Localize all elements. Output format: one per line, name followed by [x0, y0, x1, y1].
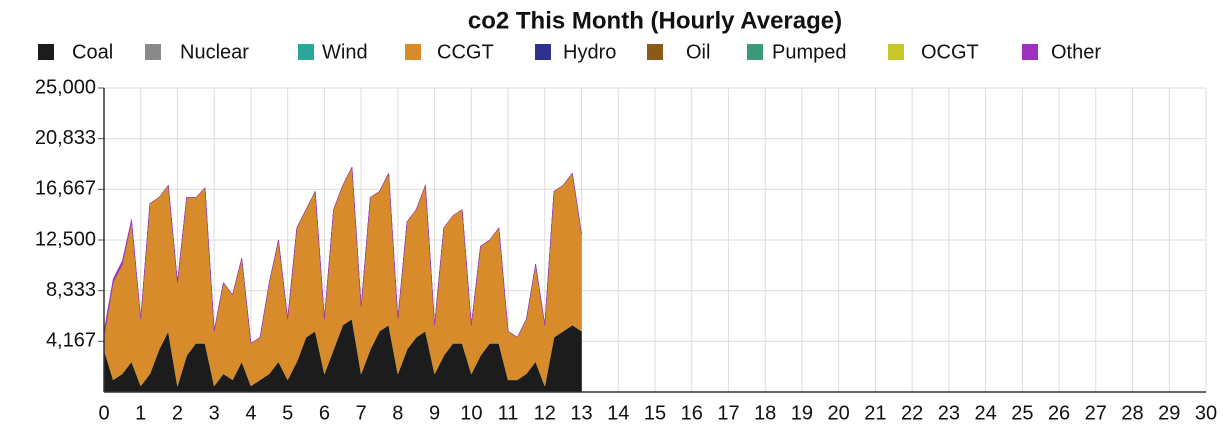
y-tick-label: 12,500 — [35, 228, 96, 250]
x-tick-label: 16 — [681, 402, 703, 424]
legend-swatch — [747, 44, 763, 60]
x-tick-label: 24 — [974, 402, 996, 424]
x-tick-label: 27 — [1085, 402, 1107, 424]
x-tick-label: 13 — [570, 402, 592, 424]
x-tick-label: 30 — [1195, 402, 1217, 424]
legend-swatch — [647, 44, 663, 60]
legend-label: Nuclear — [180, 41, 249, 63]
legend-swatch — [888, 44, 904, 60]
x-tick-label: 20 — [828, 402, 850, 424]
x-tick-label: 15 — [644, 402, 666, 424]
x-tick-label: 11 — [498, 402, 519, 424]
x-tick-label: 14 — [607, 402, 629, 424]
x-tick-label: 6 — [319, 402, 330, 424]
x-tick-label: 28 — [1121, 402, 1143, 424]
x-tick-label: 21 — [864, 402, 886, 424]
y-tick-label: 20,833 — [35, 127, 96, 149]
legend-swatch — [535, 44, 551, 60]
legend-swatch — [405, 44, 421, 60]
x-tick-label: 17 — [717, 402, 739, 424]
x-tick-label: 3 — [209, 402, 220, 424]
legend-label: Other — [1051, 41, 1101, 63]
y-tick-label: 4,167 — [46, 330, 96, 352]
x-tick-label: 12 — [534, 402, 556, 424]
x-tick-label: 5 — [282, 402, 293, 424]
legend-label: Coal — [72, 41, 113, 63]
chart-title: co2 This Month (Hourly Average) — [468, 7, 842, 34]
x-tick-label: 8 — [392, 402, 403, 424]
legend-swatch — [38, 44, 54, 60]
x-tick-label: 0 — [98, 402, 109, 424]
x-tick-label: 29 — [1158, 402, 1180, 424]
legend-label: OCGT — [921, 41, 979, 63]
x-tick-label: 26 — [1048, 402, 1070, 424]
x-tick-label: 10 — [460, 402, 482, 424]
legend-swatch — [145, 44, 161, 60]
y-tick-label: 8,333 — [46, 279, 96, 301]
x-tick-label: 23 — [938, 402, 960, 424]
legend-label: CCGT — [437, 41, 494, 63]
x-tick-label: 25 — [1011, 402, 1033, 424]
legend-label: Oil — [686, 41, 710, 63]
x-tick-label: 7 — [356, 402, 367, 424]
y-tick-label: 16,667 — [35, 178, 96, 200]
x-tick-label: 1 — [135, 402, 146, 424]
legend-label: Wind — [322, 41, 368, 63]
legend-swatch — [298, 44, 314, 60]
x-tick-label: 19 — [791, 402, 813, 424]
legend-label: Pumped — [772, 41, 847, 63]
legend-label: Hydro — [563, 41, 616, 63]
legend-swatch — [1022, 44, 1038, 60]
y-tick-label: 25,000 — [35, 76, 96, 98]
area — [103, 166, 582, 344]
x-tick-label: 22 — [901, 402, 923, 424]
x-tick-label: 2 — [172, 402, 183, 424]
x-tick-label: 9 — [429, 402, 440, 424]
x-tick-label: 18 — [754, 402, 776, 424]
x-tick-label: 4 — [245, 402, 256, 424]
